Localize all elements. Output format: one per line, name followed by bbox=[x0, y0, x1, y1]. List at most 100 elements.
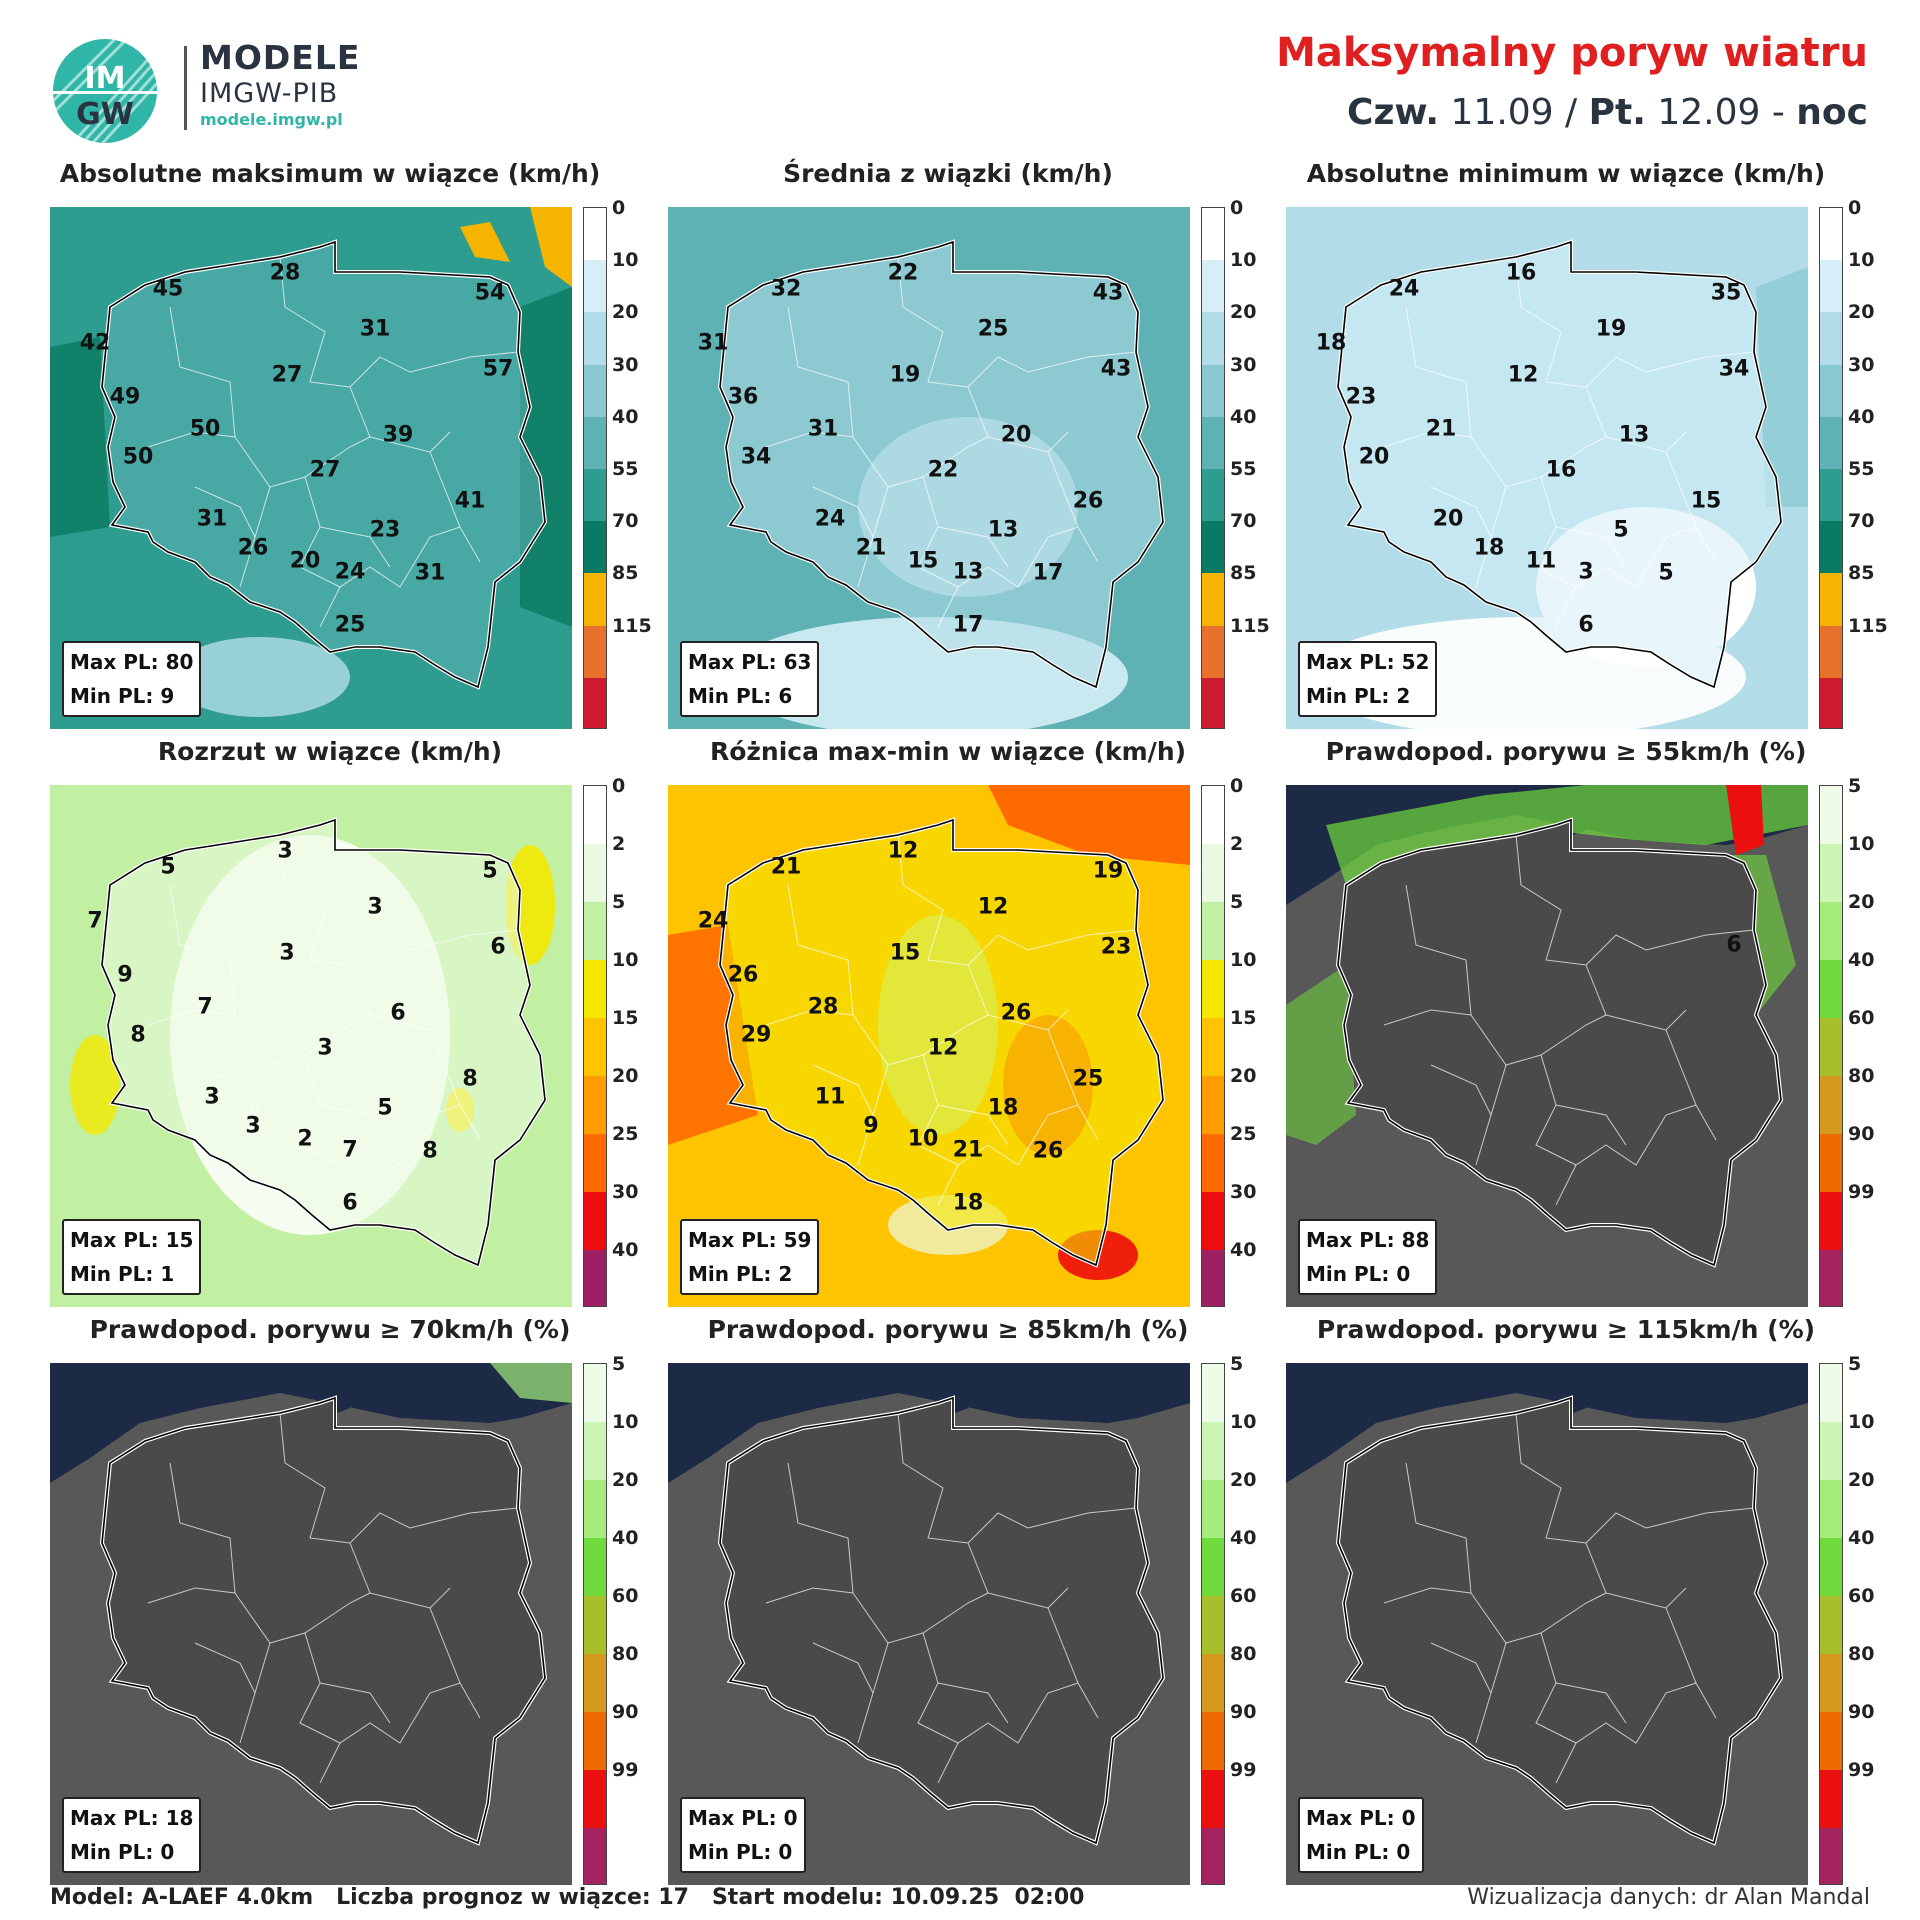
min-pl-label: Min PL: 0 bbox=[1306, 1262, 1411, 1286]
map-value-label: 25 bbox=[1072, 1066, 1104, 1092]
colorbar-tick: 55 bbox=[1848, 458, 1875, 480]
colorbar-segment bbox=[1820, 625, 1842, 678]
map-value-label: 3 bbox=[245, 1113, 261, 1139]
max-pl-label: Max PL: 0 bbox=[688, 1806, 798, 1830]
colorbar-tick: 20 bbox=[1230, 1469, 1257, 1491]
map-value-label: 6 bbox=[490, 934, 506, 960]
map-value-label: 23 bbox=[369, 517, 401, 543]
page-title: Maksymalny poryw wiatru bbox=[1276, 30, 1868, 76]
colorbar-tick: 10 bbox=[612, 949, 639, 971]
colorbar-tick: 85 bbox=[612, 562, 639, 585]
colorbar-tick: 2 bbox=[1230, 833, 1244, 855]
max-pl-label: Max PL: 80 bbox=[70, 650, 194, 674]
colorbar-segment bbox=[1820, 1192, 1842, 1250]
colorbar bbox=[583, 1363, 607, 1885]
colorbar-segment bbox=[1820, 416, 1842, 469]
colorbar-tick: 80 bbox=[1848, 1065, 1875, 1087]
map-value-label: 3 bbox=[367, 894, 383, 920]
map-value-label: 8 bbox=[130, 1022, 146, 1048]
map-value-label: 3 bbox=[279, 940, 295, 966]
min-pl-label: Min PL: 9 bbox=[70, 684, 175, 708]
colorbar-segment bbox=[584, 1250, 606, 1306]
colorbar-segment bbox=[1820, 468, 1842, 522]
colorbar-tick: 40 bbox=[1848, 1527, 1875, 1549]
map-panel: Max PL: 18 Min PL: 0 bbox=[50, 1363, 572, 1885]
map-value-label: 20 bbox=[1432, 506, 1464, 532]
map-value-label: 26 bbox=[727, 962, 759, 988]
colorbar-segment bbox=[1820, 1596, 1842, 1654]
max-min-box: Max PL: 18 Min PL: 0 bbox=[62, 1797, 202, 1873]
max-min-box: Max PL: 0 Min PL: 0 bbox=[1298, 1797, 1424, 1873]
map-canvas bbox=[50, 1363, 572, 1885]
map-value-label: 28 bbox=[269, 260, 301, 286]
min-pl-label: Min PL: 6 bbox=[688, 684, 793, 708]
colorbar-tick: 99 bbox=[1848, 1181, 1875, 1203]
colorbar-tick: 0 bbox=[1230, 197, 1244, 219]
colorbar-segment bbox=[584, 1828, 606, 1884]
colorbar-tick: 99 bbox=[1230, 1759, 1257, 1781]
colorbar-segment bbox=[1820, 1076, 1842, 1134]
colorbar-tick: 40 bbox=[1848, 949, 1875, 971]
page-subtitle: Czw. 11.09 / Pt. 12.09 - noc bbox=[1347, 92, 1868, 133]
map-value-label: 26 bbox=[1000, 1000, 1032, 1026]
colorbar-segment bbox=[1202, 1076, 1224, 1134]
map-value-label: 15 bbox=[889, 940, 921, 966]
colorbar-tick: 60 bbox=[1848, 1007, 1875, 1029]
map-panel: Max PL: 0 Min PL: 0 bbox=[668, 1363, 1190, 1885]
colorbar bbox=[1201, 207, 1225, 729]
svg-text:IM: IM bbox=[84, 61, 125, 96]
colorbar-segment bbox=[1820, 1422, 1842, 1480]
map-value-label: 8 bbox=[462, 1066, 478, 1092]
colorbar bbox=[1819, 785, 1843, 1307]
map-value-label: 3 bbox=[317, 1035, 333, 1061]
colorbar-segment bbox=[1202, 573, 1224, 626]
colorbar-segment bbox=[1202, 1422, 1224, 1480]
colorbar-tick: 20 bbox=[612, 1065, 639, 1087]
min-pl-label: Min PL: 0 bbox=[688, 1840, 793, 1864]
colorbar-segment bbox=[1202, 1192, 1224, 1250]
colorbar bbox=[583, 207, 607, 729]
colorbar-tick: 5 bbox=[612, 1353, 626, 1375]
colorbar-tick: 99 bbox=[612, 1759, 639, 1781]
colorbar-segment bbox=[1202, 1134, 1224, 1192]
map-value-label: 21 bbox=[770, 854, 802, 880]
colorbar-tick: 99 bbox=[1848, 1759, 1875, 1781]
map-value-label: 20 bbox=[1358, 444, 1390, 470]
colorbar-tick: 5 bbox=[1230, 891, 1244, 913]
map-value-label: 20 bbox=[1000, 422, 1032, 448]
colorbar-tick: 40 bbox=[1230, 1527, 1257, 1549]
subtitle-date2: 12.09 - bbox=[1657, 92, 1785, 133]
map-value-label: 39 bbox=[382, 422, 414, 448]
map-value-label: 21 bbox=[855, 535, 887, 561]
colorbar-segment bbox=[1820, 1712, 1842, 1770]
colorbar-tick: 5 bbox=[1848, 775, 1862, 797]
colorbar-tick: 30 bbox=[612, 1181, 639, 1203]
map-value-label: 50 bbox=[122, 444, 154, 470]
colorbar-tick: 20 bbox=[1230, 301, 1257, 324]
colorbar-segment bbox=[584, 1712, 606, 1770]
map-canvas bbox=[1286, 207, 1808, 729]
map-value-label: 5 bbox=[1613, 517, 1629, 543]
colorbar-tick: 85 bbox=[1848, 562, 1875, 585]
colorbar-segment bbox=[584, 1480, 606, 1538]
panel-title: Prawdopod. porywu ≥ 55km/h (%) bbox=[1325, 737, 1807, 766]
map-value-label: 43 bbox=[1092, 280, 1124, 306]
brand-url[interactable]: modele.imgw.pl bbox=[200, 110, 343, 129]
colorbar-tick: 80 bbox=[1848, 1643, 1875, 1665]
panel-title: Rozrzut w wiązce (km/h) bbox=[157, 737, 503, 766]
colorbar-tick: 90 bbox=[1848, 1701, 1875, 1723]
colorbar-tick: 0 bbox=[1848, 197, 1862, 219]
map-value-label: 7 bbox=[197, 994, 213, 1020]
footer-credit: Wizualizacja danych: dr Alan Mandal bbox=[1467, 1885, 1870, 1910]
map-value-label: 6 bbox=[1726, 932, 1742, 958]
colorbar-segment bbox=[1820, 208, 1842, 261]
map-value-label: 25 bbox=[977, 316, 1009, 342]
colorbar-segment bbox=[584, 416, 606, 469]
colorbar-segment bbox=[1820, 1770, 1842, 1828]
map-value-label: 22 bbox=[927, 457, 959, 483]
colorbar-tick: 25 bbox=[612, 1123, 639, 1145]
colorbar-tick: 20 bbox=[1848, 301, 1875, 324]
map-value-label: 6 bbox=[390, 1000, 406, 1026]
colorbar-tick: 20 bbox=[612, 1469, 639, 1491]
map-panel: 28 45 54 42 31 57 49 27 50 39 50 27 41 31 23 26 20 24 31 25… bbox=[50, 207, 572, 729]
